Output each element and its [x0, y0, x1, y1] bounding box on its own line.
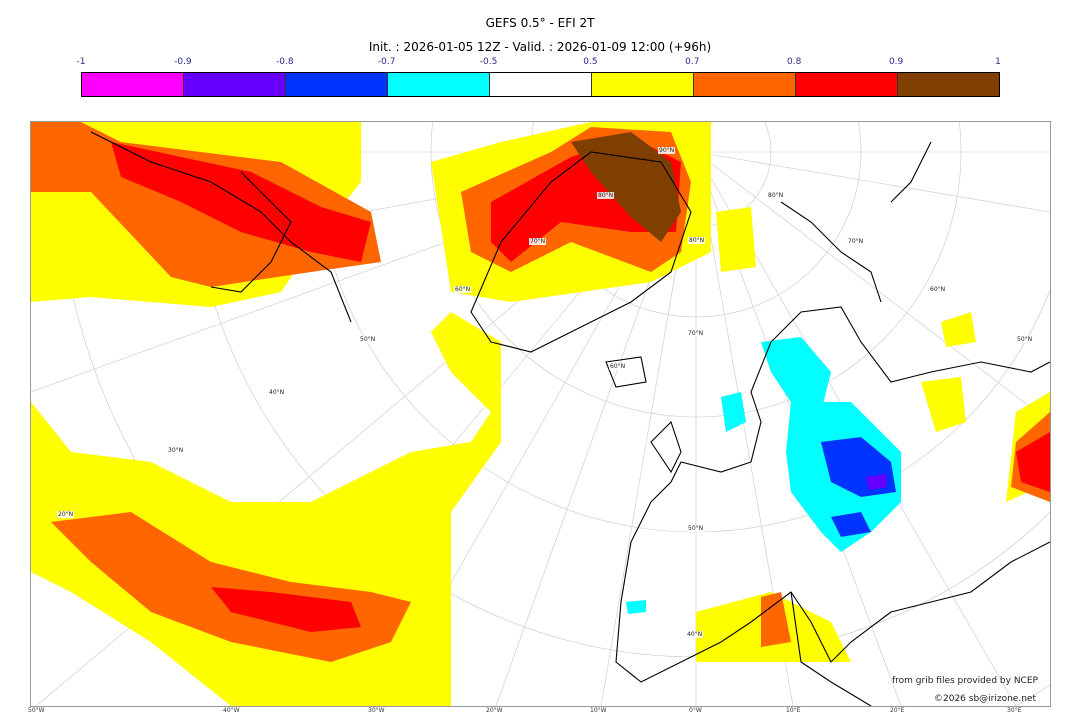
- coastlines: [90, 131, 1050, 706]
- map-label: 50°N: [687, 525, 705, 532]
- map-label: 50°W: [28, 707, 45, 714]
- colorbar-legend: [81, 72, 1000, 97]
- colorbar-tick-label: 1: [995, 57, 1001, 67]
- map-label: 80°N: [597, 192, 615, 199]
- colorbar-tick-label: 0.7: [685, 57, 700, 67]
- map-label: 70°N: [847, 238, 865, 245]
- map-label: 60°N: [454, 286, 472, 293]
- colorbar-tick-label: -1: [76, 57, 86, 67]
- colorbar-tick-label: 0.5: [583, 57, 598, 67]
- map-label: 60°N: [929, 286, 947, 293]
- map-label: 80°N: [767, 192, 785, 199]
- map-label: 20°W: [486, 707, 503, 714]
- colorbar-tick-label: -0.8: [275, 57, 294, 67]
- colorbar-swatch: [286, 73, 388, 96]
- efi-0.9-1-area: [571, 132, 681, 242]
- colorbar-swatch: [490, 73, 592, 96]
- map-label: 10°E: [786, 707, 801, 714]
- colorbar-swatch: [592, 73, 694, 96]
- colorbar-tick-label: -0.5: [479, 57, 498, 67]
- map-subtitle: Init. : 2026-01-05 12Z - Valid. : 2026-0…: [368, 40, 712, 54]
- map-label: 20°E: [890, 707, 905, 714]
- colorbar-swatch: [796, 73, 898, 96]
- colorbar-tick-label: -0.7: [377, 57, 396, 67]
- map-label: 20°N: [57, 511, 75, 518]
- map-label: 30°N: [167, 447, 185, 454]
- map-label: 80°N: [688, 237, 706, 244]
- colorbar-tick-label: -0.9: [174, 57, 192, 67]
- map-label: 40°W: [223, 707, 240, 714]
- map-label: 0°W: [689, 707, 702, 714]
- colorbar-swatch: [694, 73, 796, 96]
- map-label: 40°N: [686, 631, 704, 638]
- copyright: ©2026 sb@irizone.net: [934, 694, 1036, 704]
- colorbar-swatch: [388, 73, 490, 96]
- colorbar-tick-label: 0.9: [888, 57, 904, 67]
- map-label: 90°N: [658, 147, 676, 154]
- colorbar-swatch: [82, 73, 184, 96]
- efi-neg-0.9-0.8-areas: [866, 474, 887, 490]
- map-label: 70°N: [529, 238, 547, 245]
- source-credit: from grib files provided by NCEP: [892, 676, 1038, 686]
- colorbar-swatch: [898, 73, 999, 96]
- map-label: 50°N: [1016, 336, 1034, 343]
- map-label: 10°W: [590, 707, 607, 714]
- map-label: 70°N: [687, 330, 705, 337]
- efi-field: [31, 122, 1050, 706]
- map-label: 60°N: [609, 363, 627, 370]
- map-label: 30°E: [1007, 707, 1022, 714]
- colorbar-swatch: [184, 73, 286, 96]
- map-label: 50°N: [359, 336, 377, 343]
- map-title: GEFS 0.5° - EFI 2T: [485, 16, 595, 30]
- colorbar-tick-label: 0.8: [787, 57, 802, 67]
- map-plot: 100°W110°W120°W30°W150170°W€150°E°E0°I12…: [30, 121, 1051, 707]
- map-label: 30°W: [368, 707, 385, 714]
- map-label: 40°N: [268, 389, 286, 396]
